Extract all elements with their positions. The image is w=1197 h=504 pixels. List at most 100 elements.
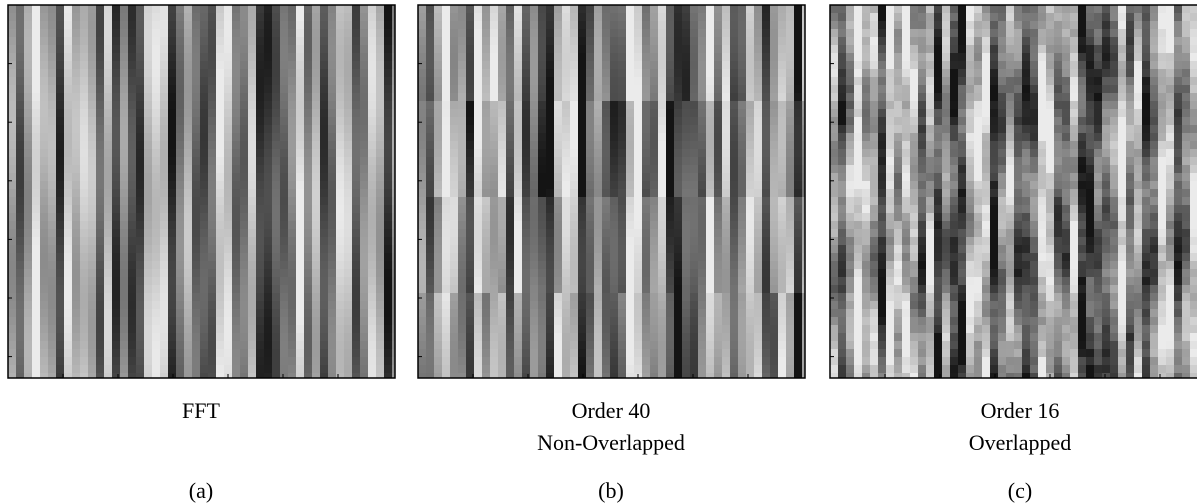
pixel [674,317,683,326]
pixel [240,165,249,174]
pixel [466,117,475,126]
pixel [8,173,17,182]
pixel [770,205,779,214]
pixel [690,189,699,198]
pixel [200,125,209,134]
pixel [666,133,675,142]
pixel [280,61,289,70]
pixel [634,325,643,334]
pixel [224,13,233,22]
pixel [352,133,361,142]
pixel [498,117,507,126]
pixel [730,37,739,46]
pixel [168,101,177,110]
pixel [418,357,427,366]
pixel [296,197,305,206]
pixel [878,197,887,206]
pixel [854,253,863,262]
pixel [594,197,603,206]
pixel [714,309,723,318]
pixel [80,77,89,86]
pixel [650,85,659,94]
pixel [280,109,289,118]
pixel [160,309,169,318]
pixel [870,109,879,118]
pixel [666,253,675,262]
pixel [466,69,475,78]
pixel [160,141,169,150]
pixel [426,101,435,110]
pixel [128,101,137,110]
pixel [578,69,587,78]
pixel [862,45,871,54]
pixel [722,101,731,110]
pixel [352,141,361,150]
pixel [40,277,49,286]
pixel [830,165,839,174]
pixel [280,333,289,342]
pixel [40,213,49,222]
pixel [562,357,571,366]
pixel [418,213,427,222]
pixel [88,61,97,70]
pixel [450,149,459,158]
pixel [312,173,321,182]
pixel [392,301,401,310]
pixel [570,269,579,278]
pixel [466,205,475,214]
pixel [538,149,547,158]
pixel [754,5,763,14]
pixel [272,309,281,318]
pixel [16,149,25,158]
pixel [216,21,225,30]
pixel [474,93,483,102]
pixel [288,325,297,334]
pixel [586,45,595,54]
pixel [802,253,811,262]
pixel [200,77,209,86]
pixel [854,189,863,198]
pixel [88,45,97,54]
pixel [562,277,571,286]
pixel [224,197,233,206]
pixel [200,277,209,286]
pixel [794,325,803,334]
pixel [160,117,169,126]
pixel [778,141,787,150]
pixel [746,149,755,158]
pixel [474,61,483,70]
pixel [304,61,313,70]
pixel [144,173,153,182]
pixel [352,293,361,302]
pixel [240,85,249,94]
pixel [746,221,755,230]
pixel [594,173,603,182]
pixel [160,53,169,62]
pixel [498,221,507,230]
pixel [778,165,787,174]
pixel [458,29,467,38]
pixel [698,189,707,198]
pixel [352,333,361,342]
pixel [538,125,547,134]
pixel [650,325,659,334]
pixel [344,165,353,174]
pixel [176,229,185,238]
pixel [312,213,321,222]
pixel [886,269,895,278]
pixel [706,61,715,70]
pixel [674,45,683,54]
pixel [522,229,531,238]
pixel [490,133,499,142]
pixel [706,21,715,30]
pixel [594,229,603,238]
pixel [208,245,217,254]
pixel [312,157,321,166]
pixel [216,85,225,94]
pixel [24,253,33,262]
pixel [336,269,345,278]
pixel [368,117,377,126]
pixel [120,213,129,222]
pixel [594,37,603,46]
pixel [738,205,747,214]
